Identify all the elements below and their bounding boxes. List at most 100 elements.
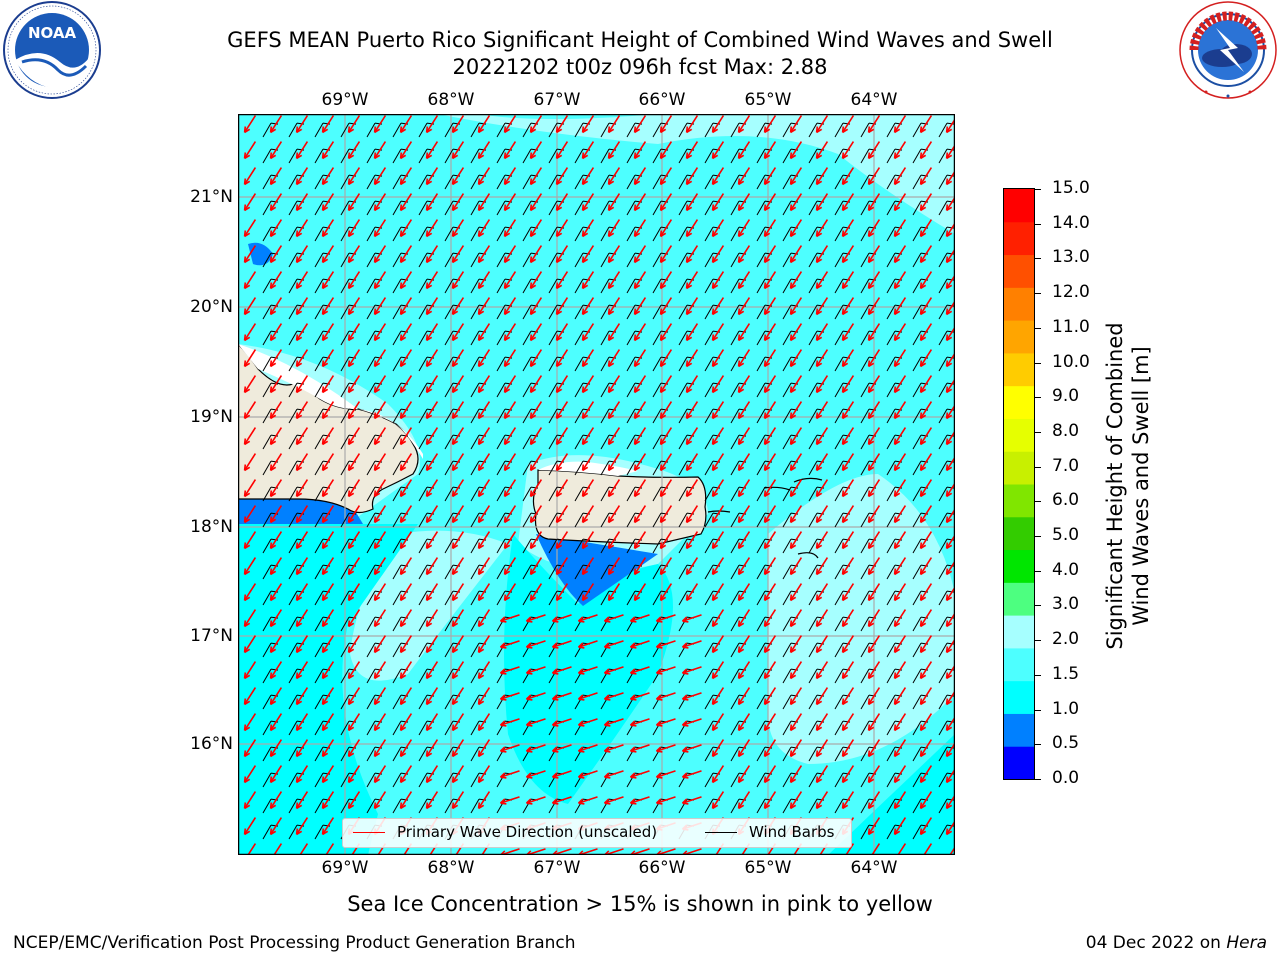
wind-barb-staff [886, 538, 896, 554]
wind-barb-staff [678, 148, 688, 164]
wave-direction-arrowhead [920, 440, 927, 446]
wave-direction-arrow [347, 271, 361, 289]
wave-direction-arrow [373, 141, 387, 159]
wave-direction-arrowhead [296, 830, 303, 836]
wind-barb-staff [522, 538, 532, 554]
wave-direction-arrowhead [604, 776, 611, 779]
wave-direction-arrow [526, 796, 546, 804]
wave-direction-arrowhead [582, 232, 589, 238]
wave-direction-arrow [299, 843, 309, 855]
wave-direction-arrowhead [608, 544, 615, 550]
wave-direction-arrowhead [348, 336, 355, 342]
wind-barb-staff [730, 122, 740, 138]
wind-barb-staff [860, 668, 870, 684]
wave-direction-arrow [399, 427, 413, 445]
wind-barb-staff [834, 616, 844, 632]
wave-direction-arrowhead [738, 648, 745, 654]
wave-direction-arrow [373, 765, 387, 783]
wind-barb-staff [392, 460, 402, 476]
wind-barb-staff [548, 590, 558, 606]
wave-direction-arrow [659, 375, 673, 393]
footer-left: NCEP/EMC/Verification Post Processing Pr… [13, 933, 576, 953]
wave-direction-arrowhead [608, 180, 615, 186]
wave-direction-arrow [321, 635, 335, 653]
wave-direction-arrow [711, 505, 725, 523]
wave-direction-arrow [789, 531, 803, 549]
wave-direction-arrowhead [504, 362, 511, 368]
wave-direction-arrowhead [868, 518, 875, 524]
wind-barb-staff [730, 590, 740, 606]
wind-barb-staff [522, 252, 532, 268]
wave-direction-arrow [659, 323, 673, 341]
wind-barb-staff [444, 460, 454, 476]
wave-direction-arrowhead [296, 674, 303, 680]
wind-barb-staff [574, 460, 584, 476]
wave-direction-arrow [451, 219, 465, 237]
wind-barb-staff [834, 668, 844, 684]
wind-barb-staff [470, 382, 480, 398]
wave-direction-arrow [815, 115, 829, 133]
wave-direction-arrowhead [452, 804, 459, 810]
wind-barb-staff [704, 278, 714, 294]
wind-barb-staff [678, 382, 688, 398]
wind-barb-staff [730, 460, 740, 476]
wind-barb-staff [314, 772, 324, 788]
colorbar-tick-mark [1035, 362, 1041, 364]
wave-direction-arrowhead [348, 752, 355, 758]
wave-direction-arrowhead [682, 724, 689, 727]
wave-direction-arrowhead [504, 414, 511, 420]
wave-direction-arrowhead [478, 258, 485, 264]
wave-direction-arrow [243, 193, 257, 211]
wave-direction-arrow [737, 349, 751, 367]
wave-direction-arrowhead [660, 258, 667, 264]
wave-direction-arrow [347, 765, 361, 783]
wind-barb-staff [678, 122, 688, 138]
wave-direction-arrowhead [322, 414, 329, 420]
wind-barb-staff [860, 642, 870, 658]
wave-direction-arrowhead [660, 596, 667, 602]
wind-barb-staff [626, 564, 636, 580]
wave-direction-arrowhead [790, 778, 797, 784]
wave-direction-arrowhead [452, 388, 459, 394]
wind-barb-staff [756, 668, 766, 684]
wave-direction-arrowhead [504, 258, 511, 264]
wind-barb-staff [756, 616, 766, 632]
wind-barb-staff [808, 538, 818, 554]
wave-direction-arrowhead [712, 492, 719, 498]
wind-barb-staff [782, 668, 792, 684]
wave-direction-arrow [581, 141, 595, 159]
wind-barb-staff [340, 798, 350, 814]
wave-direction-arrow [685, 115, 699, 133]
wave-direction-arrow [295, 713, 309, 731]
wave-direction-arrowhead [530, 232, 537, 238]
wind-barb-staff [314, 824, 324, 840]
wave-direction-arrowhead [738, 752, 745, 758]
wind-barb-staff [860, 330, 870, 346]
wind-barb-staff [444, 590, 454, 606]
wave-direction-arrowhead [608, 440, 615, 446]
wave-direction-arrowhead [738, 154, 745, 160]
wave-direction-arrow [815, 375, 829, 393]
wave-direction-arrowhead [296, 570, 303, 576]
wind-barb-staff [392, 226, 402, 242]
wave-direction-arrow [763, 479, 777, 497]
wave-direction-arrowhead [322, 804, 329, 810]
wind-barb-staff [834, 772, 844, 788]
wave-direction-arrowhead [920, 362, 927, 368]
wave-direction-arrowhead [452, 284, 459, 290]
wind-barb-staff [912, 616, 922, 632]
wave-direction-arrowhead [500, 698, 507, 701]
wave-height-contour-light [238, 114, 955, 234]
wind-barb-staff [418, 746, 428, 762]
wind-barb-staff [522, 226, 532, 242]
wave-direction-arrow [815, 765, 829, 783]
wave-direction-arrowhead [582, 206, 589, 212]
wave-direction-arrow [711, 479, 725, 497]
wave-direction-arrowhead [348, 284, 355, 290]
wave-direction-arrowhead [790, 700, 797, 706]
wave-direction-arrowhead [894, 180, 901, 186]
wave-direction-arrow [841, 583, 855, 601]
colorbar-block [1004, 647, 1034, 682]
wind-barb-staff [834, 278, 844, 294]
wave-direction-arrow [477, 713, 491, 731]
